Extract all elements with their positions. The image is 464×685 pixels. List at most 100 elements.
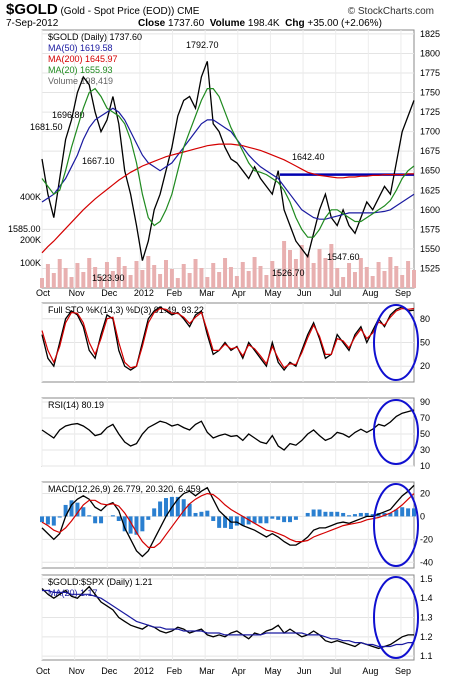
x-axis-label: Dec bbox=[101, 666, 118, 676]
volume-bar bbox=[317, 249, 322, 288]
price-y-tick-label: 1725 bbox=[420, 107, 440, 117]
volume-bar bbox=[57, 259, 62, 288]
volume-bar bbox=[264, 275, 269, 288]
macd-histogram-bar bbox=[205, 510, 210, 517]
volume-bar bbox=[412, 270, 416, 288]
macd-histogram-bar bbox=[40, 516, 44, 523]
volume-bar bbox=[341, 277, 346, 288]
volume-bar bbox=[87, 258, 92, 288]
macd-histogram-bar bbox=[116, 516, 121, 521]
macd-panel-frame bbox=[41, 481, 415, 569]
volume-bar bbox=[187, 273, 192, 288]
macd-histogram-bar bbox=[305, 512, 310, 517]
macd-histogram-bar bbox=[164, 498, 168, 517]
stochastic-highlight-circle bbox=[373, 304, 419, 381]
volume-bar bbox=[104, 262, 109, 288]
close-value: 1737.60 bbox=[168, 18, 205, 29]
macd-histogram-bar bbox=[175, 496, 180, 517]
price-annotation: 1681.50 bbox=[30, 122, 63, 132]
volume-bar bbox=[276, 270, 281, 288]
header-title: $GOLD (Gold - Spot Price (EOD)) CME bbox=[6, 1, 199, 18]
x-axis-label: Oct bbox=[36, 666, 51, 676]
brand-logo: © StockCharts.com bbox=[347, 6, 434, 17]
macd-histogram-bar bbox=[358, 512, 363, 517]
x-axis-label: Jul bbox=[330, 288, 342, 298]
price-y-tick-label: 1650 bbox=[420, 166, 440, 176]
volume-bar bbox=[370, 276, 375, 288]
macd-histogram-bar bbox=[270, 516, 275, 519]
stochastic-series-line bbox=[41, 307, 415, 369]
volume-bar bbox=[293, 259, 298, 288]
price-stats: Close 1737.60 Volume 198.4K Chg +35.00 (… bbox=[138, 18, 382, 29]
macd-histogram-bar bbox=[258, 516, 263, 524]
price-y-tick-label: 1600 bbox=[420, 205, 440, 215]
price-annotation: 1547.60 bbox=[327, 252, 360, 262]
macd-histogram-bar bbox=[69, 500, 74, 517]
volume-bar bbox=[400, 275, 405, 288]
ticker-subtitle: (Gold - Spot Price (EOD)) CME bbox=[60, 6, 200, 17]
rsi-y-tick-label: 30 bbox=[420, 445, 430, 455]
x-axis-label: Aug bbox=[362, 666, 378, 676]
volume-bar bbox=[93, 267, 98, 288]
x-axis-label: Sep bbox=[395, 666, 411, 676]
rsi-y-tick-label: 10 bbox=[420, 461, 430, 471]
rsi-y-tick-label: 90 bbox=[420, 397, 430, 407]
rsi-y-tick-label: 70 bbox=[420, 413, 430, 423]
macd-histogram-bar bbox=[335, 511, 340, 517]
ticker-symbol: $GOLD bbox=[6, 1, 58, 18]
macd-y-tick-label: -20 bbox=[420, 534, 433, 544]
volume-bar bbox=[382, 271, 387, 288]
volume-bar bbox=[146, 256, 151, 288]
macd-histogram-bar bbox=[81, 507, 86, 517]
macd-y-tick-label: 20 bbox=[420, 488, 430, 498]
macd-histogram-bar bbox=[347, 515, 352, 517]
volume-bar bbox=[211, 263, 216, 288]
legend-price: $GOLD:$SPX (Daily) 1.21 bbox=[48, 577, 153, 587]
volume-bar bbox=[40, 278, 44, 288]
volume-bar bbox=[335, 268, 340, 288]
macd-histogram-bar bbox=[51, 516, 56, 526]
macd-histogram-bar bbox=[352, 514, 357, 517]
volume-bar bbox=[75, 263, 80, 288]
price-annotation: 1696.80 bbox=[52, 110, 85, 120]
volume-bar bbox=[299, 245, 304, 288]
volume-bar bbox=[376, 262, 381, 288]
macd-histogram-bar bbox=[181, 499, 186, 517]
rsi-panel-frame bbox=[41, 397, 415, 467]
ratio-y-tick-label: 1.4 bbox=[420, 593, 433, 603]
legend-ma20: MA(20) 1655.93 bbox=[48, 65, 113, 75]
macd-histogram-bar bbox=[199, 511, 204, 517]
volume-bar bbox=[258, 266, 263, 288]
macd-histogram-bar bbox=[323, 511, 328, 517]
macd-histogram-bar bbox=[75, 502, 80, 517]
stochastic-y-tick-label: 50 bbox=[420, 338, 430, 348]
x-axis-label: 2012 bbox=[134, 666, 154, 676]
macd-histogram-bar bbox=[234, 516, 239, 526]
macd-histogram-bar bbox=[158, 501, 163, 517]
volume-bar bbox=[128, 275, 133, 288]
macd-histogram-bar bbox=[57, 516, 62, 518]
rsi-y-tick-label: 50 bbox=[420, 429, 430, 439]
volume-bar bbox=[199, 268, 204, 288]
volume-bar bbox=[311, 263, 316, 288]
volume-bar bbox=[394, 266, 399, 288]
macd-histogram-bar bbox=[152, 508, 157, 517]
price-y-tick-label: 1575 bbox=[420, 224, 440, 234]
x-axis-label: Nov bbox=[69, 666, 86, 676]
macd-histogram-bar bbox=[223, 516, 228, 528]
macd-histogram-bar bbox=[45, 516, 50, 525]
price-annotation: 1792.70 bbox=[186, 40, 219, 50]
macd-histogram-bar bbox=[388, 512, 393, 517]
volume-bar bbox=[81, 272, 86, 288]
volume-bar bbox=[217, 272, 222, 288]
chart-date: 7-Sep-2012 bbox=[6, 18, 59, 29]
x-axis-label: 2012 bbox=[134, 288, 154, 298]
macd-histogram-bar bbox=[252, 516, 257, 524]
macd-histogram-bar bbox=[276, 516, 281, 520]
rsi-highlight-circle bbox=[373, 399, 419, 465]
x-axis-label: Jun bbox=[297, 288, 312, 298]
macd-histogram-bar bbox=[282, 516, 287, 523]
x-axis-label: Feb bbox=[167, 288, 183, 298]
